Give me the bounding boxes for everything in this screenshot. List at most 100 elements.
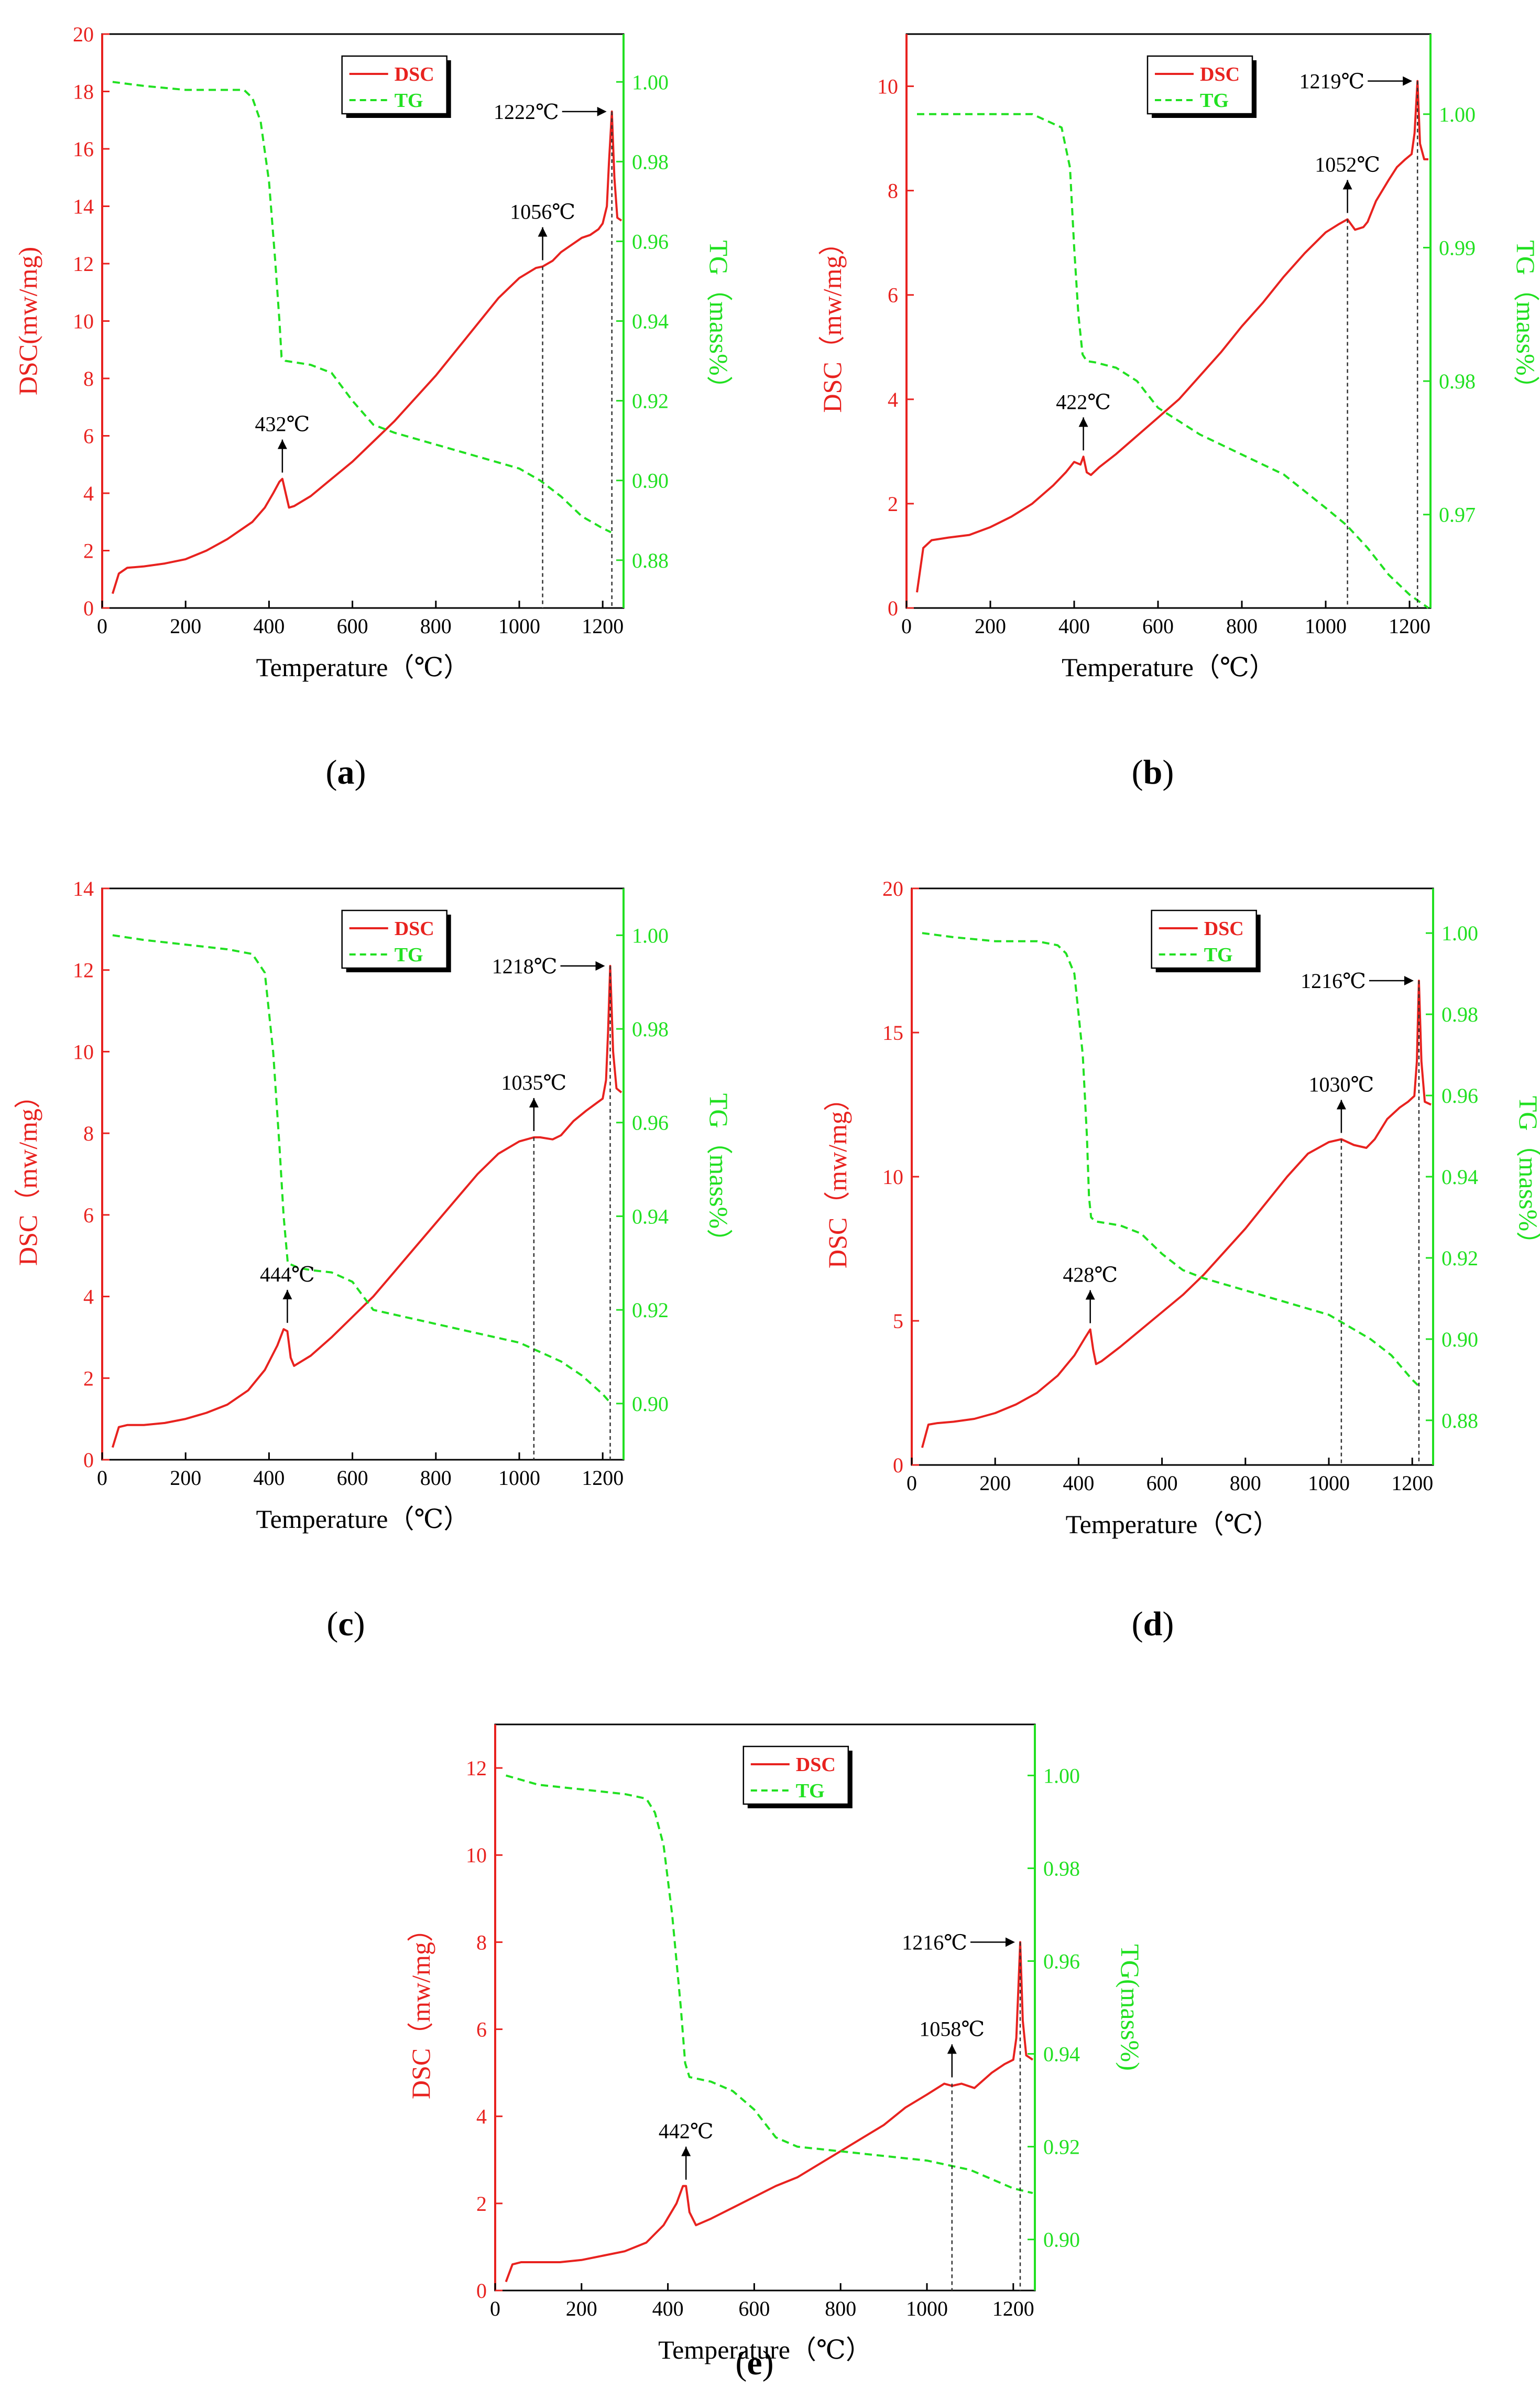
annotation-label: 1052℃ bbox=[1315, 153, 1380, 176]
y-right-tick-label: 0.90 bbox=[632, 1392, 669, 1416]
dsc-series-line bbox=[921, 980, 1432, 1448]
y-left-tick-label: 16 bbox=[73, 137, 94, 161]
tg-series-line bbox=[506, 1774, 1033, 2195]
x-tick-label: 200 bbox=[566, 2297, 597, 2320]
legend-box bbox=[742, 1745, 849, 1805]
dsc-series-line bbox=[505, 1941, 1034, 2283]
y-right-tick-label: 0.94 bbox=[632, 310, 669, 333]
x-tick-label: 0 bbox=[97, 1466, 107, 1490]
annotation-label: 1222℃ bbox=[494, 100, 559, 124]
x-tick-label: 800 bbox=[1226, 614, 1258, 638]
y-right-tick-label: 0.96 bbox=[632, 230, 669, 253]
y-left-axis-label: DSC（mw/mg） bbox=[13, 1082, 42, 1266]
annotation-label: 1219℃ bbox=[1299, 70, 1364, 93]
x-tick-label: 0 bbox=[901, 614, 912, 638]
y-left-tick-label: 6 bbox=[83, 1203, 94, 1227]
legend-box bbox=[341, 909, 447, 969]
y-left-tick-label: 20 bbox=[73, 23, 94, 46]
x-tick-label: 0 bbox=[490, 2297, 500, 2320]
annotation-arrowhead bbox=[1403, 76, 1413, 86]
x-tick-label: 1200 bbox=[992, 2297, 1034, 2320]
x-tick-label: 800 bbox=[420, 614, 452, 638]
y-right-tick-label: 0.99 bbox=[1439, 236, 1476, 259]
annotation-arrowhead bbox=[947, 2044, 957, 2054]
x-tick-label: 1200 bbox=[582, 614, 624, 638]
annotation-label: 1035℃ bbox=[501, 1071, 566, 1094]
legend-label-dsc: DSC bbox=[395, 918, 434, 940]
panel-caption-a: (a) bbox=[326, 753, 366, 791]
dsc-series-line bbox=[916, 80, 1428, 593]
legend-label-dsc: DSC bbox=[796, 1754, 836, 1776]
y-left-tick-label: 6 bbox=[83, 425, 94, 448]
y-left-tick-label: 0 bbox=[83, 1448, 94, 1472]
x-axis-label: Temperature（℃） bbox=[1066, 1510, 1280, 1539]
y-right-tick-label: 0.92 bbox=[632, 1298, 669, 1322]
y-right-axis-label: TG（mass%） bbox=[1514, 1096, 1540, 1257]
annotation-arrowhead bbox=[1342, 180, 1352, 190]
annotation-arrowhead bbox=[681, 2146, 691, 2156]
annotation-label: 1216℃ bbox=[902, 1930, 967, 1954]
annotation-label: 1218℃ bbox=[492, 954, 558, 978]
y-right-tick-label: 1.00 bbox=[632, 924, 669, 947]
x-tick-label: 1200 bbox=[582, 1466, 624, 1490]
y-right-tick-label: 0.97 bbox=[1439, 503, 1476, 527]
y-left-tick-label: 0 bbox=[888, 596, 898, 620]
x-tick-label: 1000 bbox=[498, 1466, 540, 1490]
y-right-tick-label: 0.94 bbox=[632, 1204, 669, 1228]
legend-label-tg: TG bbox=[1204, 944, 1233, 966]
y-right-tick-label: 0.98 bbox=[1441, 1003, 1478, 1026]
y-left-tick-label: 0 bbox=[476, 2279, 487, 2303]
y-left-tick-label: 14 bbox=[73, 195, 94, 219]
y-right-tick-label: 1.00 bbox=[632, 70, 669, 94]
annotation-arrowhead bbox=[1085, 1290, 1095, 1300]
legend-box bbox=[1146, 55, 1253, 115]
x-axis-label: Temperature（℃） bbox=[256, 653, 470, 682]
y-left-tick-label: 4 bbox=[476, 2105, 487, 2129]
y-left-tick-label: 5 bbox=[893, 1309, 903, 1333]
legend-box bbox=[341, 55, 447, 115]
y-right-tick-label: 0.88 bbox=[632, 549, 669, 572]
y-left-tick-label: 4 bbox=[888, 388, 898, 411]
y-left-tick-label: 2 bbox=[83, 539, 94, 563]
x-tick-label: 600 bbox=[1146, 1471, 1178, 1495]
panel-caption-c: (c) bbox=[326, 1605, 365, 1643]
annotation-label: 444℃ bbox=[260, 1263, 315, 1286]
y-right-tick-label: 0.92 bbox=[1441, 1246, 1478, 1270]
x-axis-label: Temperature（℃） bbox=[1062, 653, 1275, 682]
x-tick-label: 800 bbox=[1230, 1471, 1261, 1495]
x-tick-label: 1000 bbox=[1308, 1471, 1350, 1495]
y-right-tick-label: 0.94 bbox=[1043, 2043, 1080, 2066]
y-left-tick-label: 12 bbox=[466, 1756, 487, 1780]
y-left-tick-label: 2 bbox=[888, 492, 898, 516]
annotation-label: 422℃ bbox=[1056, 390, 1111, 414]
y-left-axis-label: DSC（mw/mg） bbox=[817, 229, 847, 413]
y-right-axis-label: TG（mass%） bbox=[1511, 240, 1540, 401]
annotation-label: 1056℃ bbox=[510, 200, 575, 223]
x-tick-label: 400 bbox=[253, 1466, 285, 1490]
legend-label-tg: TG bbox=[395, 90, 423, 112]
x-tick-label: 0 bbox=[97, 614, 107, 638]
plot-frame bbox=[494, 1723, 1036, 2292]
x-tick-label: 200 bbox=[170, 614, 201, 638]
y-right-tick-label: 0.96 bbox=[1043, 1949, 1080, 1973]
y-right-axis-label: TG（mass%） bbox=[704, 1093, 734, 1255]
x-tick-label: 1000 bbox=[1305, 614, 1347, 638]
y-left-tick-label: 2 bbox=[476, 2192, 487, 2216]
y-left-tick-label: 20 bbox=[882, 877, 903, 900]
tg-series-line bbox=[922, 932, 1422, 1389]
annotation-label: 432℃ bbox=[255, 413, 310, 436]
y-left-tick-label: 8 bbox=[888, 179, 898, 203]
x-tick-label: 200 bbox=[170, 1466, 201, 1490]
y-right-tick-label: 0.96 bbox=[632, 1111, 669, 1135]
tg-series-line bbox=[917, 113, 1429, 609]
y-right-tick-label: 0.90 bbox=[632, 469, 669, 493]
x-tick-label: 1200 bbox=[1389, 614, 1430, 638]
annotation-arrowhead bbox=[1336, 1100, 1346, 1110]
y-left-tick-label: 2 bbox=[83, 1366, 94, 1390]
y-left-tick-label: 10 bbox=[466, 1843, 487, 1867]
y-left-tick-label: 6 bbox=[888, 284, 898, 307]
y-left-tick-label: 12 bbox=[73, 959, 94, 982]
y-right-tick-label: 0.98 bbox=[632, 150, 669, 173]
annotation-label: 442℃ bbox=[659, 2120, 714, 2143]
